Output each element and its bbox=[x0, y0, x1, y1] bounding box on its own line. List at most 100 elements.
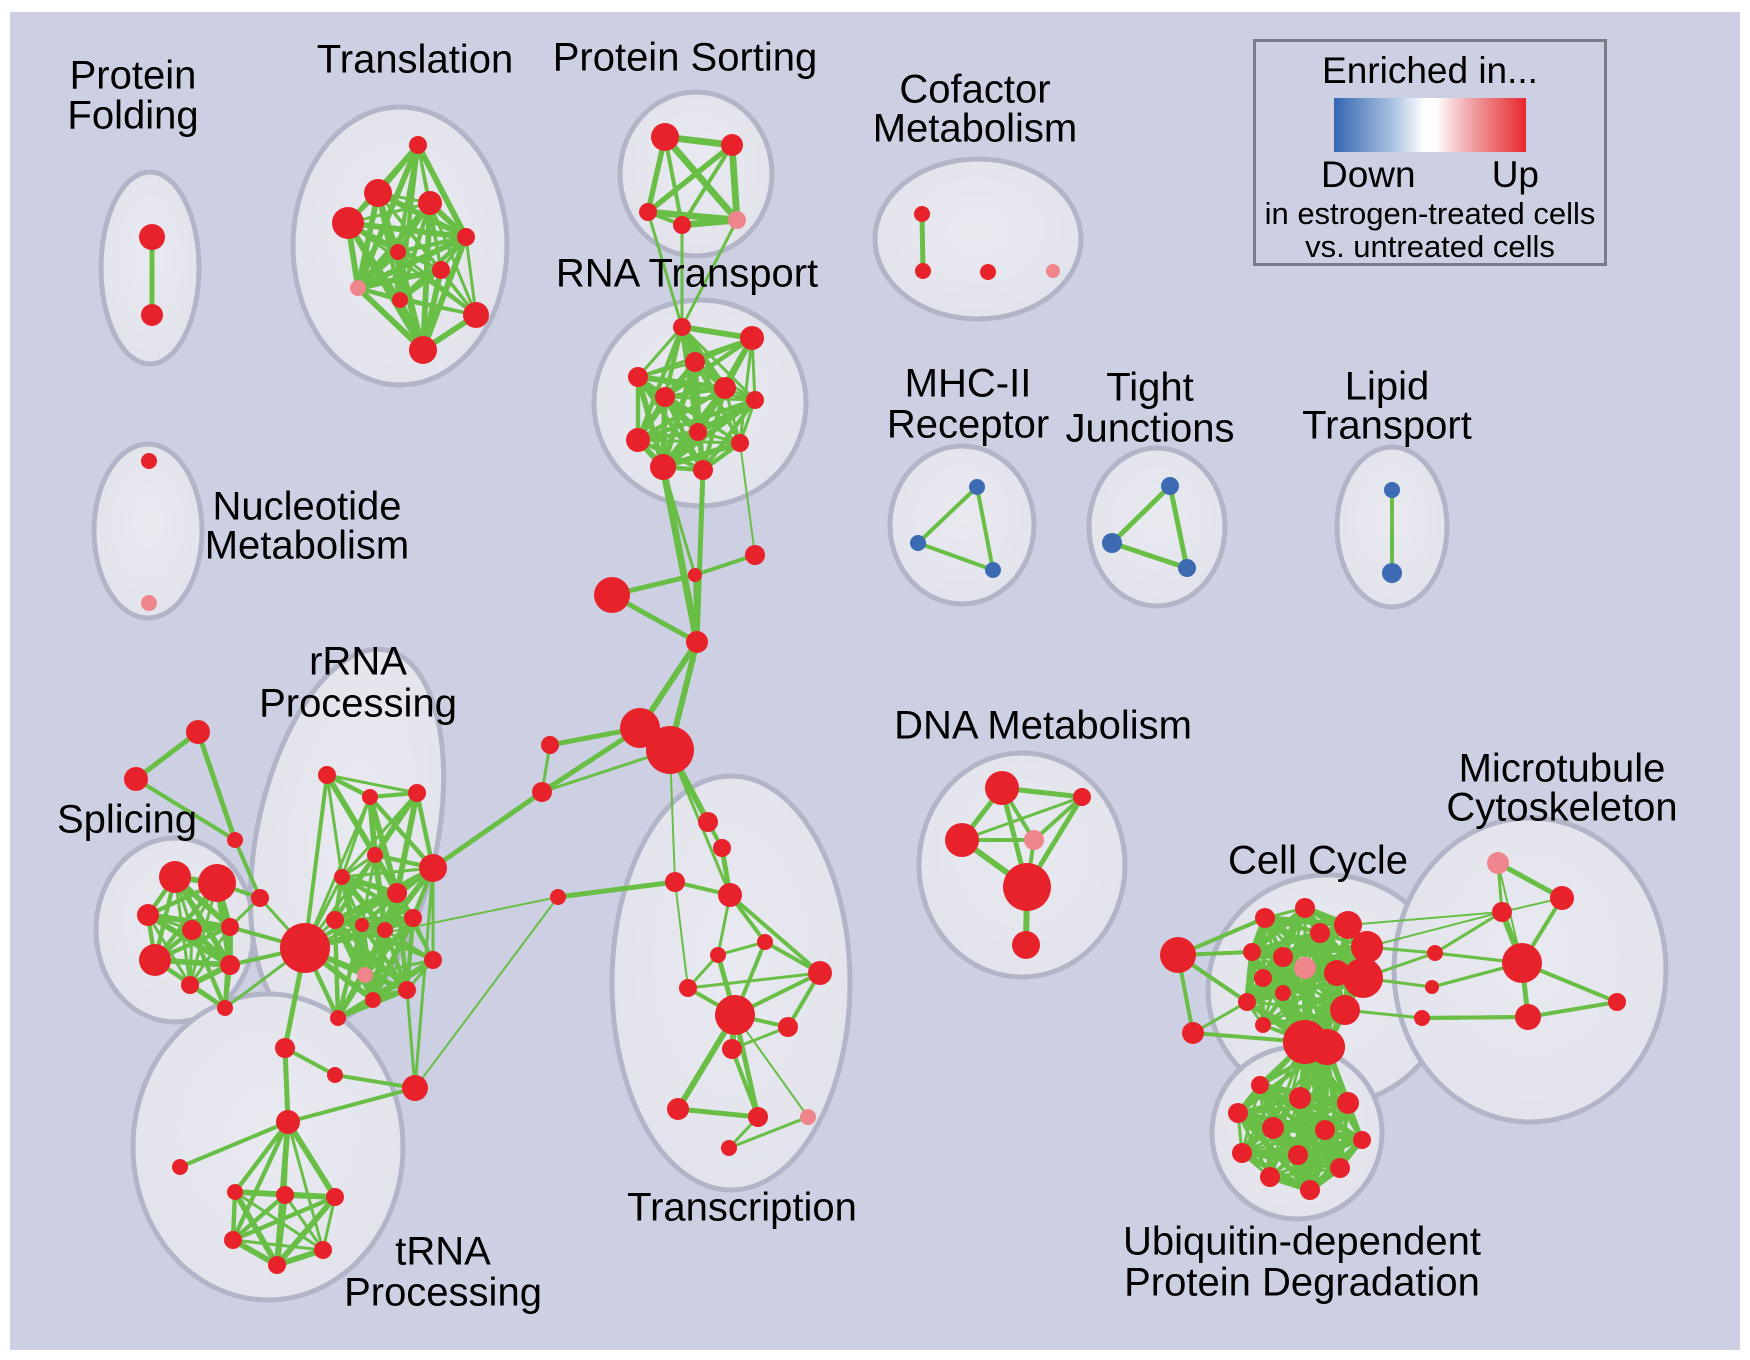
gene-set-node-rrna-processing[interactable] bbox=[362, 789, 378, 805]
gene-set-node-bridge[interactable] bbox=[227, 832, 243, 848]
gene-set-node-rna-transport[interactable] bbox=[626, 428, 650, 452]
gene-set-node-cell-cycle[interactable] bbox=[1255, 908, 1275, 928]
gene-set-node-bridge[interactable] bbox=[541, 736, 559, 754]
gene-set-node-protein-folding[interactable] bbox=[141, 304, 163, 326]
gene-set-node-ubiquitin-degradation[interactable] bbox=[1260, 1167, 1280, 1187]
gene-set-node-trna-processing[interactable] bbox=[326, 1188, 344, 1206]
gene-set-node-bridge[interactable] bbox=[646, 726, 694, 774]
gene-set-node-microtubule-cytoskeleton[interactable] bbox=[1427, 945, 1443, 961]
gene-set-node-transcription[interactable] bbox=[715, 995, 755, 1035]
gene-set-node-splicing[interactable] bbox=[220, 955, 240, 975]
gene-set-node-microtubule-cytoskeleton[interactable] bbox=[1487, 852, 1509, 874]
gene-set-node-trna-processing[interactable] bbox=[314, 1241, 332, 1259]
gene-set-node-transcription[interactable] bbox=[721, 1140, 737, 1156]
gene-set-node-ubiquitin-degradation[interactable] bbox=[1300, 1180, 1320, 1200]
gene-set-node-dna-metabolism[interactable] bbox=[1024, 830, 1044, 850]
gene-set-node-bridge[interactable] bbox=[594, 577, 630, 613]
gene-set-node-microtubule-cytoskeleton[interactable] bbox=[1425, 980, 1439, 994]
gene-set-node-bridge[interactable] bbox=[124, 767, 148, 791]
gene-set-node-dna-metabolism[interactable] bbox=[1073, 788, 1091, 806]
gene-set-node-rrna-processing[interactable] bbox=[330, 1010, 346, 1026]
gene-set-node-rrna-processing[interactable] bbox=[365, 992, 381, 1008]
gene-set-node-translation[interactable] bbox=[409, 336, 437, 364]
gene-set-node-translation[interactable] bbox=[392, 292, 408, 308]
gene-set-node-splicing[interactable] bbox=[159, 861, 191, 893]
gene-set-node-microtubule-cytoskeleton[interactable] bbox=[1502, 943, 1542, 983]
gene-set-node-cell-cycle[interactable] bbox=[1343, 958, 1383, 998]
gene-set-node-ubiquitin-degradation[interactable] bbox=[1288, 1145, 1308, 1165]
gene-set-node-rrna-processing[interactable] bbox=[355, 918, 369, 932]
gene-set-node-cell-cycle[interactable] bbox=[1310, 923, 1330, 943]
gene-set-node-trna-processing[interactable] bbox=[327, 1067, 343, 1083]
gene-set-node-ubiquitin-degradation[interactable] bbox=[1315, 1120, 1335, 1140]
gene-set-node-protein-sorting[interactable] bbox=[721, 134, 743, 156]
gene-set-node-translation[interactable] bbox=[350, 280, 366, 296]
gene-set-node-cell-cycle[interactable] bbox=[1334, 911, 1362, 939]
gene-set-node-ubiquitin-degradation[interactable] bbox=[1228, 1103, 1248, 1123]
gene-set-node-ubiquitin-degradation[interactable] bbox=[1232, 1143, 1252, 1163]
gene-set-node-rna-transport[interactable] bbox=[685, 352, 705, 372]
gene-set-node-rna-transport[interactable] bbox=[731, 434, 749, 452]
gene-set-node-splicing[interactable] bbox=[139, 944, 171, 976]
gene-set-node-translation[interactable] bbox=[432, 261, 450, 279]
gene-set-node-ubiquitin-degradation[interactable] bbox=[1309, 1029, 1345, 1065]
gene-set-node-trna-processing[interactable] bbox=[275, 1038, 295, 1058]
gene-set-node-rrna-processing[interactable] bbox=[357, 967, 373, 983]
gene-set-node-dna-metabolism[interactable] bbox=[985, 771, 1019, 805]
gene-set-node-cell-cycle[interactable] bbox=[1273, 947, 1293, 967]
gene-set-node-ubiquitin-degradation[interactable] bbox=[1262, 1117, 1284, 1139]
gene-set-node-dna-metabolism[interactable] bbox=[945, 823, 979, 857]
gene-set-node-translation[interactable] bbox=[332, 207, 364, 239]
gene-set-node-transcription[interactable] bbox=[718, 883, 742, 907]
gene-set-node-transcription[interactable] bbox=[800, 1109, 816, 1125]
gene-set-node-lipid-transport[interactable] bbox=[1384, 482, 1400, 498]
gene-set-node-rrna-processing[interactable] bbox=[326, 911, 344, 929]
gene-set-node-rrna-processing[interactable] bbox=[424, 951, 442, 969]
gene-set-node-splicing[interactable] bbox=[182, 920, 202, 940]
gene-set-node-splicing[interactable] bbox=[137, 904, 159, 926]
gene-set-node-transcription[interactable] bbox=[808, 961, 832, 985]
gene-set-node-splicing[interactable] bbox=[181, 976, 199, 994]
gene-set-node-rna-transport[interactable] bbox=[714, 377, 736, 399]
gene-set-node-trna-processing[interactable] bbox=[227, 1184, 243, 1200]
gene-set-node-trna-processing[interactable] bbox=[276, 1110, 300, 1134]
gene-set-node-rrna-processing[interactable] bbox=[367, 847, 383, 863]
gene-set-node-ubiquitin-degradation[interactable] bbox=[1330, 1158, 1350, 1178]
gene-set-node-cell-cycle[interactable] bbox=[1255, 1017, 1271, 1033]
gene-set-node-cell-cycle[interactable] bbox=[1295, 898, 1315, 918]
gene-set-node-cofactor-metabolism[interactable] bbox=[915, 263, 931, 279]
gene-set-node-trna-processing[interactable] bbox=[172, 1159, 188, 1175]
gene-set-node-dna-metabolism[interactable] bbox=[1003, 863, 1051, 911]
gene-set-node-bridge[interactable] bbox=[532, 782, 552, 802]
gene-set-node-tight-junctions[interactable] bbox=[1102, 533, 1122, 553]
gene-set-node-cell-cycle[interactable] bbox=[1351, 931, 1383, 963]
gene-set-node-cell-cycle[interactable] bbox=[1238, 993, 1256, 1011]
gene-set-node-ubiquitin-degradation[interactable] bbox=[1289, 1087, 1311, 1109]
gene-set-node-rrna-processing[interactable] bbox=[404, 909, 422, 927]
gene-set-node-dna-metabolism[interactable] bbox=[1012, 931, 1040, 959]
gene-set-node-bridge[interactable] bbox=[688, 568, 702, 582]
gene-set-node-rrna-processing[interactable] bbox=[387, 883, 407, 903]
gene-set-node-cell-cycle[interactable] bbox=[1182, 1022, 1204, 1044]
gene-set-node-protein-sorting[interactable] bbox=[673, 216, 691, 234]
gene-set-node-rna-transport[interactable] bbox=[628, 367, 648, 387]
gene-set-node-trna-processing[interactable] bbox=[268, 1256, 286, 1274]
gene-set-node-translation[interactable] bbox=[457, 228, 475, 246]
gene-set-node-rrna-processing[interactable] bbox=[408, 784, 426, 802]
gene-set-node-bridge[interactable] bbox=[186, 720, 210, 744]
gene-set-node-rrna-processing[interactable] bbox=[419, 854, 447, 882]
gene-set-node-transcription[interactable] bbox=[713, 839, 731, 857]
gene-set-node-rna-transport[interactable] bbox=[746, 391, 764, 409]
gene-set-node-cell-cycle[interactable] bbox=[1294, 957, 1316, 979]
gene-set-node-mhc-ii-receptor[interactable] bbox=[969, 479, 985, 495]
gene-set-node-nucleotide-metabolism[interactable] bbox=[141, 595, 157, 611]
gene-set-node-microtubule-cytoskeleton[interactable] bbox=[1492, 902, 1512, 922]
gene-set-node-trna-processing[interactable] bbox=[402, 1075, 428, 1101]
gene-set-node-ubiquitin-degradation[interactable] bbox=[1337, 1092, 1359, 1114]
gene-set-node-cofactor-metabolism[interactable] bbox=[980, 264, 996, 280]
gene-set-node-microtubule-cytoskeleton[interactable] bbox=[1515, 1004, 1541, 1030]
gene-set-node-microtubule-cytoskeleton[interactable] bbox=[1550, 886, 1574, 910]
gene-set-node-splicing[interactable] bbox=[198, 864, 236, 902]
gene-set-node-mhc-ii-receptor[interactable] bbox=[910, 535, 926, 551]
gene-set-node-bridge[interactable] bbox=[745, 545, 765, 565]
